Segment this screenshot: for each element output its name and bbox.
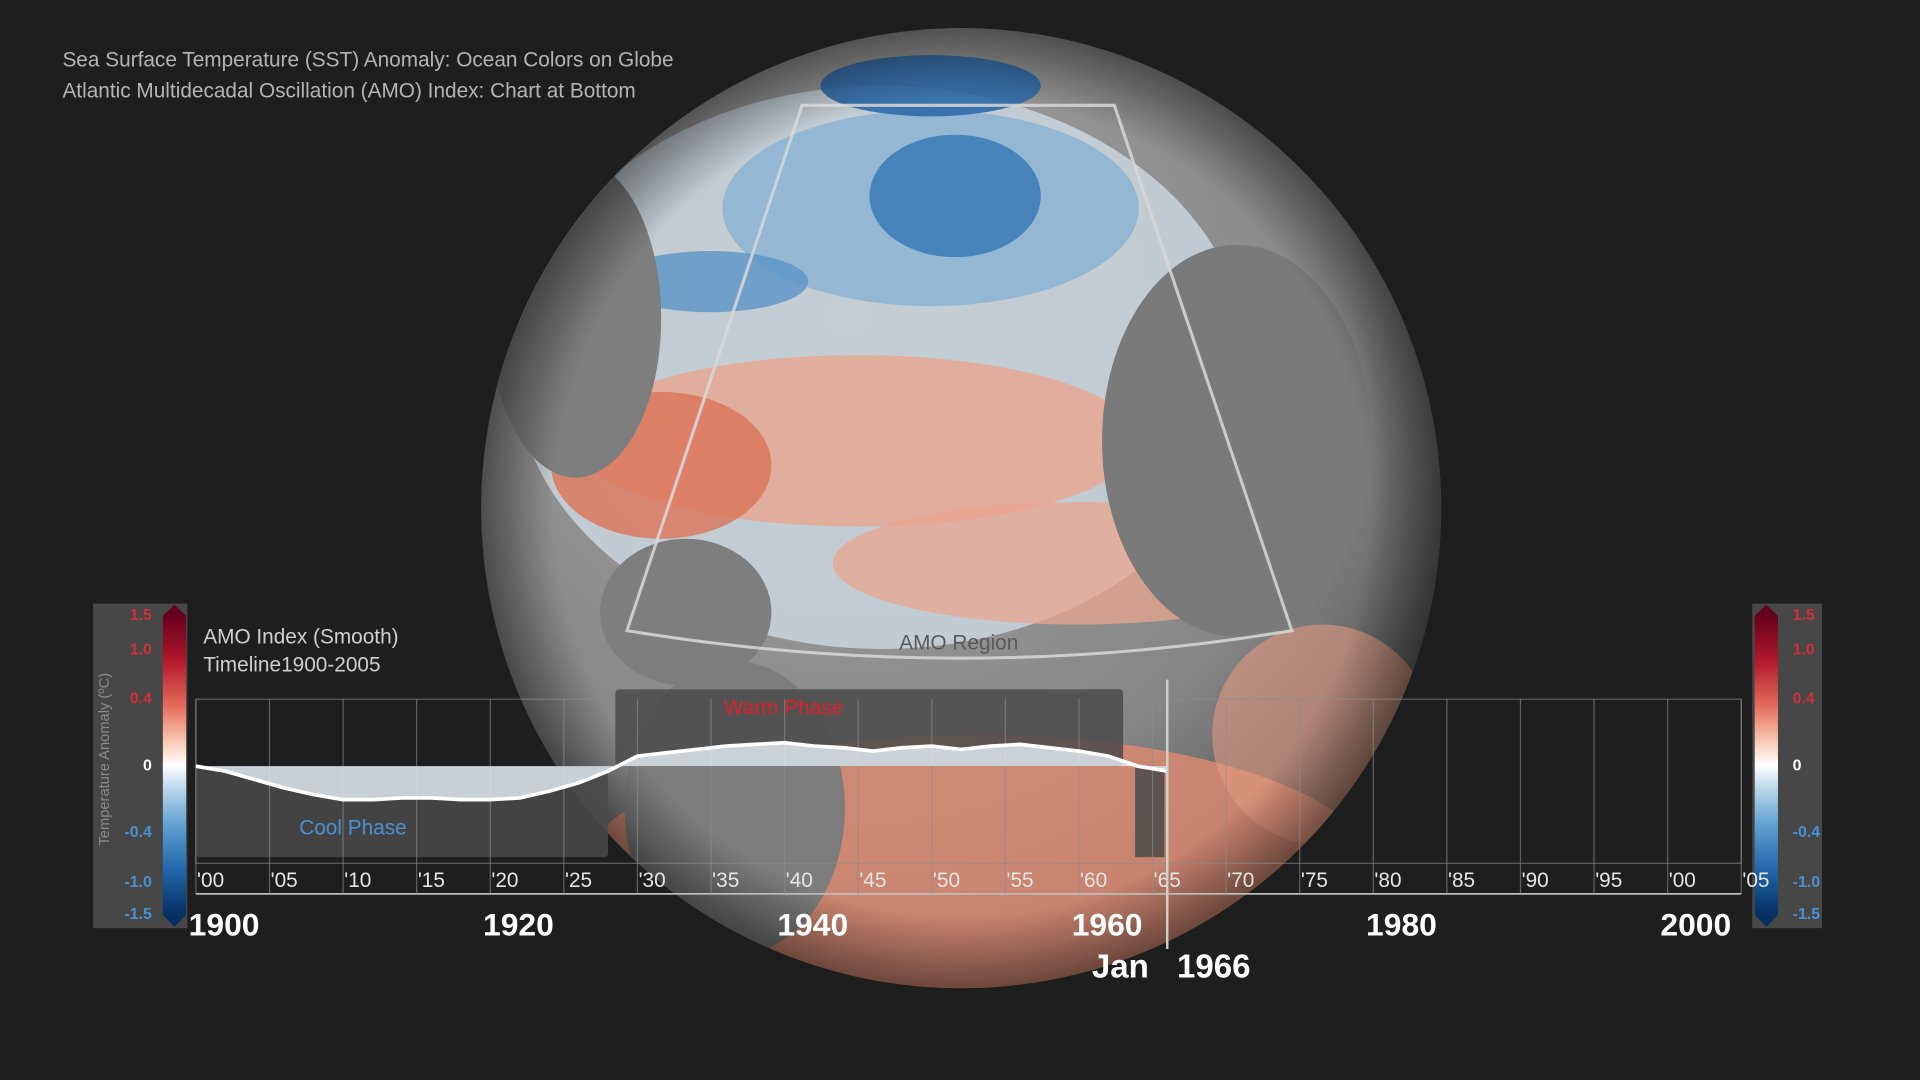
major-tick-label: 1980 bbox=[1366, 906, 1437, 942]
x-tick-label: '95 bbox=[1595, 869, 1622, 892]
current-year: 1966 bbox=[1177, 948, 1251, 985]
x-tick-label: '00 bbox=[1669, 869, 1696, 892]
x-tick-label: '05 bbox=[271, 869, 298, 892]
colorbar-tick-label: 0.4 bbox=[130, 690, 152, 707]
major-tick-label: 1960 bbox=[1072, 906, 1143, 942]
area bbox=[195, 742, 1168, 800]
colorbar-tick-label: 1.5 bbox=[1793, 607, 1815, 624]
phase-label: Cool Phase bbox=[299, 816, 407, 839]
colorbar-tick-label: -1.0 bbox=[124, 874, 152, 891]
colorbar-tick-label: -0.4 bbox=[1793, 824, 1821, 841]
phase-label: Warm Phase bbox=[724, 696, 843, 719]
major-tick-label: 2000 bbox=[1660, 906, 1731, 942]
colorbar-tick-label: -1.0 bbox=[1793, 874, 1821, 891]
major-tick-label: 1920 bbox=[483, 906, 554, 942]
x-tick-label: '40 bbox=[786, 869, 813, 892]
x-tick-label: '90 bbox=[1522, 869, 1549, 892]
colorbar-tick-label: 1.0 bbox=[130, 641, 152, 658]
x-tick-label: '55 bbox=[1007, 869, 1034, 892]
colorbar bbox=[162, 615, 187, 915]
colorbar-tick-label: 0 bbox=[143, 758, 152, 775]
x-tick-label: '50 bbox=[933, 869, 960, 892]
x-tick-label: '60 bbox=[1080, 869, 1107, 892]
colorbar-tick-label: -1.5 bbox=[124, 906, 152, 923]
colorbar bbox=[1754, 615, 1778, 915]
colorbar-tick-label: -0.4 bbox=[124, 824, 152, 841]
colorbar-tick-label: 1.5 bbox=[130, 607, 152, 624]
x-tick-label: '70 bbox=[1227, 869, 1254, 892]
line bbox=[195, 740, 1168, 802]
globe bbox=[481, 28, 1442, 989]
x-tick-label: '10 bbox=[344, 869, 371, 892]
colorbar-label: Temperature Anomaly (ºC) bbox=[97, 673, 113, 846]
colorbar-tick-label: -1.5 bbox=[1793, 906, 1821, 923]
x-tick-label: '45 bbox=[859, 869, 886, 892]
colorbar-tick-label: 1.0 bbox=[1793, 641, 1815, 658]
x-tick-label: '05 bbox=[1742, 869, 1769, 892]
colorbar-tick-label: 0 bbox=[1793, 758, 1802, 775]
x-tick-label: '85 bbox=[1448, 869, 1475, 892]
x-tick-label: '00 bbox=[197, 869, 224, 892]
header-line: Atlantic Multidecadal Oscillation (AMO) … bbox=[62, 79, 635, 102]
x-tick-label: '15 bbox=[418, 869, 445, 892]
major-tick-label: 1900 bbox=[189, 906, 260, 942]
chart-subtitle: Timeline1900-2005 bbox=[203, 654, 380, 677]
x-tick-label: '25 bbox=[565, 869, 592, 892]
x-tick-label: '30 bbox=[639, 869, 666, 892]
chart-title: AMO Index (Smooth) bbox=[203, 625, 398, 648]
region-label: AMO Region bbox=[899, 632, 1018, 655]
x-tick-label: '20 bbox=[491, 869, 518, 892]
current-month: Jan bbox=[1092, 948, 1149, 985]
colorbar-tick-label: 0.4 bbox=[1793, 690, 1815, 707]
phase-box bbox=[1135, 766, 1165, 858]
chart: Cool Phase Warm Phase '00 '05 '10 '15 '20 '25 '3… bbox=[189, 679, 1769, 985]
x-tick-label: '75 bbox=[1301, 869, 1328, 892]
major-tick-label: 1940 bbox=[777, 906, 848, 942]
header-line: Sea Surface Temperature (SST) Anomaly: O… bbox=[62, 49, 673, 72]
x-tick-label: '80 bbox=[1374, 869, 1401, 892]
x-tick-label: '35 bbox=[712, 869, 739, 892]
